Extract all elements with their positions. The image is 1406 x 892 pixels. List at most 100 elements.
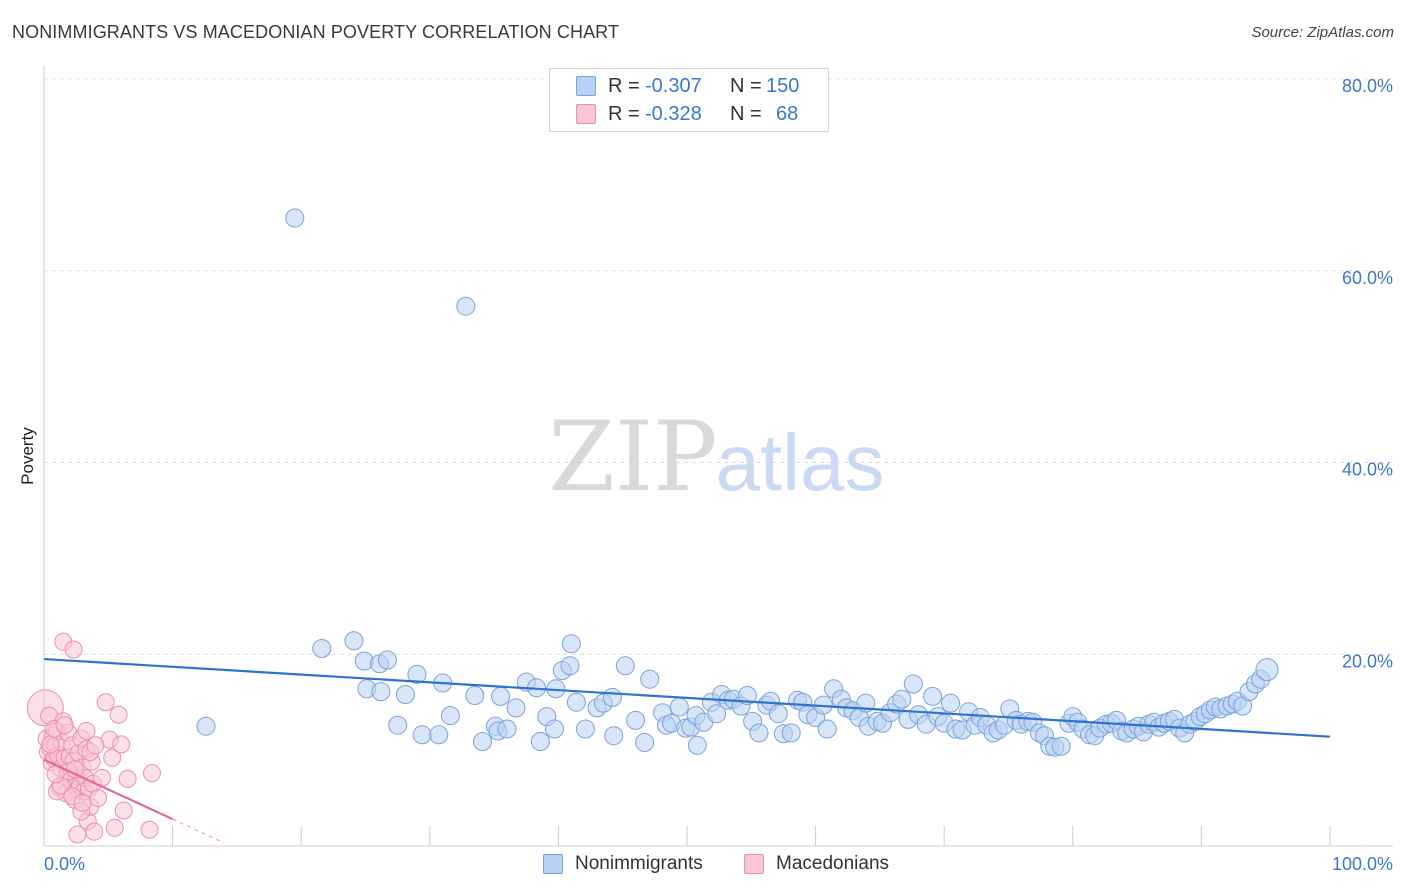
nonimmigrants-point	[1255, 658, 1279, 682]
macedonians-point	[73, 793, 92, 812]
macedonians-point	[118, 769, 137, 788]
legend-n-value: 150	[766, 74, 800, 97]
nonimmigrants-point	[407, 664, 427, 684]
macedonians-point	[41, 735, 60, 754]
macedonians-trendline-extension	[172, 818, 225, 844]
legend-row-nonimmigrants: R = -0.307 N = 150	[550, 74, 828, 98]
nonimmigrants-point	[923, 686, 943, 706]
nonimmigrants-point	[749, 723, 769, 743]
macedonians-point	[68, 825, 87, 844]
nonimmigrants-point	[491, 686, 510, 706]
bottom-legend-macedonians: Macedonians	[744, 852, 889, 876]
legend-r-value: -0.328	[645, 102, 702, 125]
nonimmigrants-point	[285, 208, 305, 228]
y-tick-label: 20.0%	[1342, 651, 1393, 671]
nonimmigrants-point	[560, 656, 580, 676]
y-tick-label: 80.0%	[1342, 76, 1393, 96]
macedonians-point	[109, 705, 128, 724]
nonimmigrants-point	[768, 704, 788, 724]
nonimmigrants-point	[497, 719, 517, 739]
nonimmigrants-point	[903, 674, 923, 694]
watermark: ZIP atlas	[548, 401, 884, 513]
legend-r-value: -0.307	[645, 74, 702, 97]
nonimmigrants-point	[602, 687, 622, 707]
legend-swatch-macedonians	[576, 104, 596, 124]
bottom-legend-swatch-macedonians	[744, 854, 764, 874]
legend-r-label: R =	[608, 74, 640, 97]
nonimmigrants-point	[456, 296, 476, 316]
legend-row-macedonians: R = -0.328 N = 68	[550, 102, 828, 126]
nonimmigrants-points	[196, 208, 1279, 757]
macedonians-point	[86, 736, 105, 755]
watermark-atlas: atlas	[716, 418, 885, 507]
macedonians-point	[140, 820, 159, 839]
chart-title: NONIMMIGRANTS VS MACEDONIAN POVERTY CORR…	[12, 22, 620, 42]
nonimmigrants-point	[892, 689, 912, 709]
nonimmigrants-point	[440, 706, 460, 726]
nonimmigrants-point	[687, 735, 707, 755]
nonimmigrants-point	[545, 719, 564, 739]
legend-r-label: R =	[608, 102, 640, 125]
watermark-zip: ZIP	[548, 401, 717, 513]
y-tick-label: 60.0%	[1342, 268, 1393, 288]
nonimmigrants-point	[377, 650, 397, 670]
nonimmigrants-point	[506, 698, 526, 718]
nonimmigrants-point	[707, 704, 727, 724]
nonimmigrants-point	[412, 725, 432, 745]
nonimmigrants-point	[737, 686, 757, 705]
x-tick-label: 100.0%	[1332, 854, 1393, 874]
bottom-legend-label-nonimmigrants: Nonimmigrants	[575, 853, 703, 874]
bottom-legend-swatch-nonimmigrants	[543, 854, 563, 874]
legend-n-value: 68	[776, 102, 799, 125]
macedonians-point	[96, 693, 115, 712]
nonimmigrants-point	[371, 682, 391, 702]
nonimmigrants-trendline	[43, 657, 1331, 738]
nonimmigrants-point	[941, 693, 961, 713]
macedonians-point	[112, 735, 131, 754]
macedonians-point	[105, 818, 124, 837]
nonimmigrants-point	[395, 685, 415, 704]
tick-labels: 20.0% 40.0% 60.0% 80.0% 0.0% 100.0%	[44, 76, 1393, 874]
macedonians-point	[114, 801, 133, 820]
nonimmigrants-point	[1051, 736, 1071, 756]
nonimmigrants-point	[669, 697, 689, 717]
macedonians-point	[64, 640, 83, 659]
correlation-legend: R = -0.307 N = 150 R = -0.328 N = 68	[549, 68, 829, 132]
macedonians-points	[26, 632, 161, 844]
nonimmigrants-point	[196, 716, 216, 736]
legend-n-label: N =	[730, 74, 762, 97]
nonimmigrants-point	[354, 651, 374, 671]
nonimmigrants-point	[561, 634, 581, 654]
macedonians-point	[103, 748, 122, 767]
nonimmigrants-point	[465, 686, 485, 705]
nonimmigrants-point	[817, 719, 837, 739]
macedonians-point	[65, 760, 84, 779]
macedonians-point	[143, 764, 161, 783]
nonimmigrants-point	[640, 669, 660, 689]
nonimmigrants-point	[604, 726, 624, 746]
legend-swatch-nonimmigrants	[576, 76, 596, 96]
macedonians-point	[89, 789, 107, 808]
nonimmigrants-point	[575, 719, 595, 739]
nonimmigrants-point	[781, 723, 801, 743]
nonimmigrants-point	[312, 639, 332, 658]
source-label: Source: ZipAtlas.com	[1251, 24, 1394, 41]
macedonians-point	[85, 822, 104, 841]
bottom-legend-label-macedonians: Macedonians	[776, 853, 890, 874]
nonimmigrants-point	[626, 710, 646, 730]
macedonians-trendline	[43, 758, 174, 821]
nonimmigrants-point	[635, 733, 655, 752]
nonimmigrants-point	[530, 732, 550, 751]
trend-lines	[43, 657, 1331, 844]
macedonians-point	[55, 716, 74, 735]
nonimmigrants-point	[429, 725, 449, 745]
macedonians-point	[77, 722, 96, 740]
y-tick-label: 40.0%	[1342, 460, 1393, 480]
gridlines	[44, 78, 1393, 655]
nonimmigrants-point	[615, 656, 635, 676]
nonimmigrants-point	[566, 692, 586, 712]
nonimmigrants-point	[388, 715, 408, 735]
nonimmigrants-point	[473, 732, 492, 751]
nonimmigrants-point	[344, 631, 364, 651]
